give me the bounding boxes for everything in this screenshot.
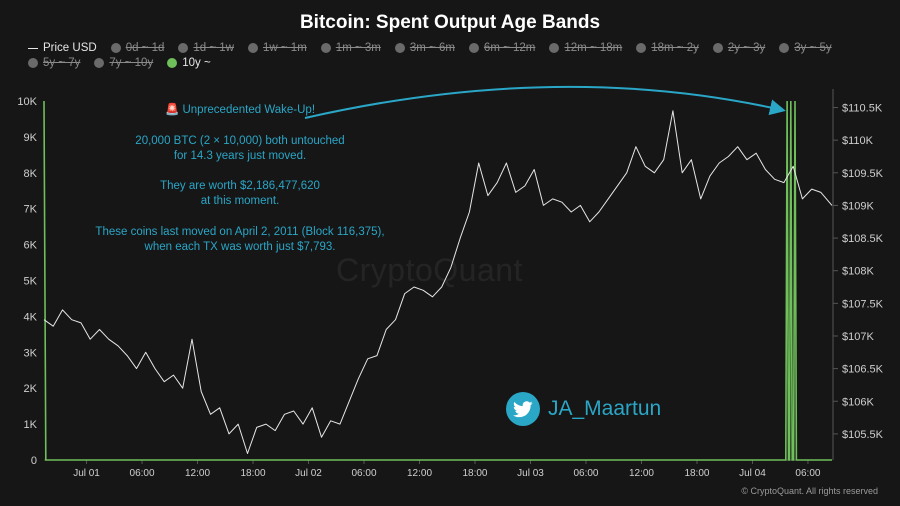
legend-marker — [468, 43, 479, 53]
legend-label: 18m ~ 2y — [651, 42, 699, 54]
x-tick-label: 18:00 — [462, 468, 487, 479]
legend-marker — [394, 43, 405, 53]
x-tick-label: 18:00 — [241, 468, 266, 479]
y-left-tick-label: 6K — [24, 240, 38, 252]
x-tick-label: Jul 02 — [295, 468, 322, 479]
legend-item-7[interactable]: 12m ~ 18m — [549, 42, 622, 54]
x-tick-label: 06:00 — [130, 468, 155, 479]
y-left-tick-label: 1K — [24, 419, 38, 431]
y-right-tick-label: $107K — [842, 331, 874, 343]
legend-item-2[interactable]: 1d ~ 1w — [178, 42, 234, 54]
legend-item-6[interactable]: 6m ~ 12m — [468, 42, 536, 54]
legend-marker — [167, 58, 178, 68]
annotation-headline: 🚨 Unprecedented Wake-Up! — [164, 104, 316, 116]
y-left-tick-label: 0 — [31, 455, 37, 467]
series-price-line — [43, 110, 833, 454]
legend-item-0[interactable]: Price USD — [28, 42, 97, 54]
legend-item-13[interactable]: 10y ~ — [167, 57, 211, 69]
x-tick-label: Jul 04 — [739, 468, 766, 479]
x-tick-label: 06:00 — [573, 468, 598, 479]
legend-label: 0d ~ 1d — [125, 42, 165, 54]
x-tick-label: 12:00 — [407, 468, 432, 479]
legend-item-12[interactable]: 7y ~ 10y — [94, 57, 153, 69]
legend-item-3[interactable]: 1w ~ 1m — [248, 42, 307, 54]
y-right-tick-label: $108.5K — [842, 233, 884, 245]
series-10y-line — [43, 100, 832, 461]
twitter-icon — [506, 392, 540, 426]
legend-marker — [248, 43, 258, 53]
legend-label: 1w ~ 1m — [263, 42, 307, 54]
legend-marker — [779, 43, 790, 53]
x-tick-label: 12:00 — [185, 468, 210, 479]
x-tick-label: 18:00 — [684, 468, 709, 479]
x-tick-label: 06:00 — [795, 468, 820, 479]
y-right-tick-label: $107.5K — [842, 298, 884, 310]
legend-label: 6m ~ 12m — [483, 42, 536, 54]
x-tick-label: 12:00 — [629, 468, 654, 479]
y-left-tick-label: 8K — [24, 168, 38, 180]
x-tick-label: 06:00 — [351, 468, 376, 479]
legend-item-10[interactable]: 3y ~ 5y — [779, 42, 832, 54]
legend-marker — [94, 58, 105, 68]
legend-item-8[interactable]: 18m ~ 2y — [636, 42, 699, 54]
x-tick-label: Jul 03 — [517, 468, 544, 479]
legend-marker — [178, 43, 189, 53]
legend-marker — [712, 43, 723, 53]
y-left-tick-label: 5K — [24, 276, 38, 288]
y-right-tick-label: $109.5K — [842, 168, 884, 180]
legend: Price USD 0d ~ 1d 1d ~ 1w 1w ~ 1m 1m ~ 3m 3m … — [28, 42, 888, 69]
annotation-last-moved: These coins last moved on April 2, 2011 … — [95, 226, 385, 253]
annotation-arrow — [304, 85, 786, 119]
y-left-tick-label: 7K — [24, 204, 38, 216]
y-right-tick-label: $108K — [842, 266, 874, 278]
legend-marker — [636, 43, 647, 53]
legend-marker — [320, 43, 331, 53]
legend-item-4[interactable]: 1m ~ 3m — [320, 42, 381, 54]
y-left-tick-label: 9K — [24, 132, 38, 144]
legend-item-9[interactable]: 2y ~ 3y — [712, 42, 766, 54]
copyright-notice: © CryptoQuant. All rights reserved — [741, 486, 878, 496]
legend-label: 2y ~ 3y — [727, 42, 766, 54]
y-right-tick-label: $105.5K — [842, 429, 884, 441]
legend-label: 1d ~ 1w — [193, 42, 234, 54]
x-tick-label: Jul 01 — [73, 468, 100, 479]
annotation-worth: They are worth $2,186,477,620 at this mo… — [160, 180, 320, 207]
y-left-tick-label: 2K — [24, 383, 38, 395]
legend-item-5[interactable]: 3m ~ 6m — [394, 42, 455, 54]
y-left-tick-label: 10K — [17, 96, 37, 108]
y-right-tick-label: $106K — [842, 396, 874, 408]
legend-label: 3m ~ 6m — [409, 42, 455, 54]
legend-label: 12m ~ 18m — [564, 42, 623, 54]
legend-item-11[interactable]: 5y ~ 7y — [28, 57, 80, 69]
legend-label: 1m ~ 3m — [335, 42, 381, 54]
legend-marker — [549, 43, 560, 53]
legend-item-1[interactable]: 0d ~ 1d — [110, 42, 165, 54]
y-left-tick-label: 4K — [24, 311, 38, 323]
legend-label: 10y ~ — [182, 57, 211, 69]
y-right-tick-label: $106.5K — [842, 364, 884, 376]
y-right-tick-label: $110.5K — [842, 103, 883, 115]
watermark: CryptoQuant — [336, 252, 523, 288]
legend-marker — [28, 47, 38, 49]
legend-label: Price USD — [43, 42, 97, 54]
annotation-btc-moved: 20,000 BTC (2 × 10,000) both untouched f… — [135, 135, 345, 162]
legend-label: 3y ~ 5y — [794, 42, 832, 54]
legend-marker — [110, 43, 121, 53]
legend-label: 7y ~ 10y — [109, 57, 154, 69]
legend-marker — [28, 58, 38, 68]
twitter-handle: JA_Maartun — [548, 397, 662, 420]
chart-title: Bitcoin: Spent Output Age Bands — [299, 12, 601, 33]
legend-label: 5y ~ 7y — [43, 57, 81, 69]
y-right-tick-label: $110K — [842, 135, 874, 147]
y-left-tick-label: 3K — [24, 347, 38, 359]
y-right-tick-label: $109K — [842, 200, 874, 212]
twitter-badge: JA_Maartun — [506, 392, 661, 426]
